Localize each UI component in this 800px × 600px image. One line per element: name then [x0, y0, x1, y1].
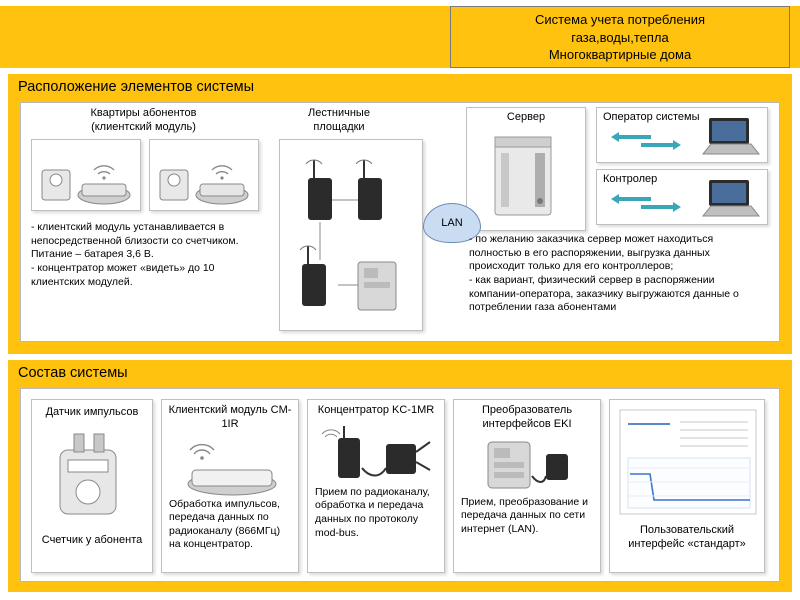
- meter-modem-icon: [150, 140, 260, 212]
- modem-icon: [162, 436, 300, 496]
- ui-screenshot-icon: [610, 404, 766, 520]
- section1-heading: Расположение элементов системы: [8, 74, 792, 98]
- section1-panel: Квартиры абонентов (клиентский модуль) Л…: [20, 102, 780, 342]
- server-card: Сервер: [466, 107, 586, 231]
- pulse-sensor-card: Датчик импульсов Счетчик у абонента: [31, 399, 153, 573]
- eki-desc: Прием, преобразование и передача данных …: [454, 494, 600, 539]
- title-box: Система учета потребления газа,воды,тепл…: [450, 6, 790, 68]
- eki-card: Преобразователь интерфейсов EKI Прием, п…: [453, 399, 601, 573]
- operator-card: Оператор системы: [596, 107, 768, 163]
- data-arrows-icon: [611, 194, 681, 212]
- server-description: - по желанию заказчика сервер может нахо…: [469, 233, 767, 315]
- subscriber-meter-label: Счетчик у абонента: [32, 534, 152, 548]
- stairwells-label: Лестничные площадки: [279, 107, 399, 135]
- ui-title: Пользовательский интерфейс «стандарт»: [610, 520, 764, 556]
- cm1ir-title: Клиентский модуль CM-1IR: [162, 400, 298, 436]
- section2-heading: Состав системы: [8, 360, 792, 384]
- server-label: Сервер: [467, 108, 585, 125]
- gas-meter-icon: [32, 426, 154, 534]
- cm1ir-desc: Обработка импульсов, передача данных по …: [162, 496, 298, 555]
- controller-label: Контролер: [603, 173, 703, 187]
- title-line-3: Многоквартирные дома: [451, 46, 789, 64]
- client-module-card-1: [31, 139, 141, 211]
- concentrators-icon: [280, 140, 424, 332]
- title-line-1: Система учета потребления: [451, 11, 789, 29]
- section-layout-band: Расположение элементов системы Квартиры …: [8, 74, 792, 354]
- client-module-card-2: [149, 139, 259, 211]
- section2-panel: Датчик импульсов Счетчик у абонента Клие…: [20, 388, 780, 582]
- title-line-2: газа,воды,тепла: [451, 29, 789, 47]
- meter-modem-icon: [32, 140, 142, 212]
- apartments-label: Квартиры абонентов (клиентский модуль): [31, 107, 256, 135]
- ui-card: Пользовательский интерфейс «стандарт»: [609, 399, 765, 573]
- laptop-icon: [699, 176, 763, 222]
- cm1ir-card: Клиентский модуль CM-1IR Обработка импул…: [161, 399, 299, 573]
- eki-gateway-icon: [454, 436, 602, 494]
- kc1mr-desc: Прием по радиоканалу, обработка и переда…: [308, 484, 444, 543]
- section-components-band: Состав системы Датчик импульсов Счетчик …: [8, 360, 792, 592]
- operator-label: Оператор системы: [603, 111, 703, 125]
- laptop-icon: [699, 114, 763, 160]
- pulse-sensor-label: Датчик импульсов: [32, 400, 152, 426]
- controller-card: Контролер: [596, 169, 768, 225]
- server-icon: [467, 125, 587, 225]
- client-module-description: - клиентский модуль устанавливается в не…: [31, 221, 263, 289]
- eki-title: Преобразователь интерфейсов EKI: [454, 400, 600, 436]
- concentrator-psu-icon: [308, 422, 446, 484]
- lan-label: LAN: [441, 217, 462, 229]
- kc1mr-card: Концентратор KC-1MR Прием по радиоканалу…: [307, 399, 445, 573]
- data-arrows-icon: [611, 132, 681, 150]
- kc1mr-title: Концентратор KC-1MR: [308, 400, 444, 422]
- stairwells-card: [279, 139, 423, 331]
